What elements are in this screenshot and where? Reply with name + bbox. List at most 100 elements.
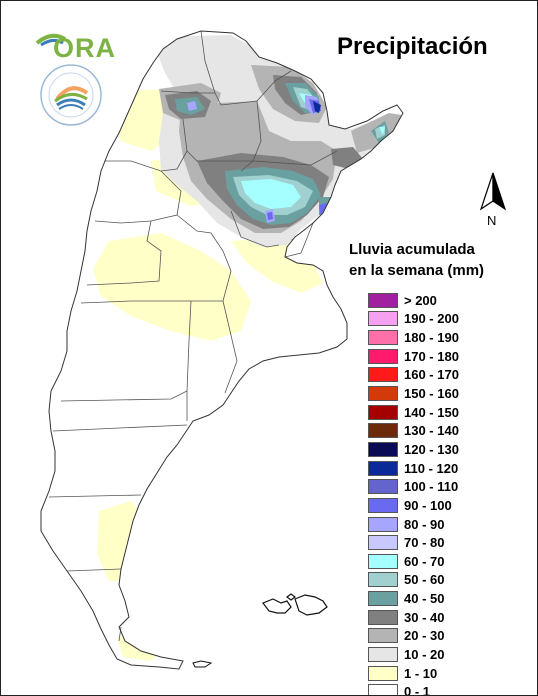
legend-item: 160 - 170 xyxy=(368,366,459,385)
legend-swatch xyxy=(368,646,398,662)
legend-item: 130 - 140 xyxy=(368,421,459,440)
precip-contour xyxy=(97,501,149,581)
legend-swatch xyxy=(368,665,398,681)
precip-contour xyxy=(93,233,251,341)
legend-item: 190 - 200 xyxy=(368,310,459,329)
malvinas-islands xyxy=(262,593,328,616)
precip-contour xyxy=(313,101,321,113)
legend-item: 170 - 180 xyxy=(368,347,459,366)
ora-logo-text: ORA xyxy=(53,33,116,63)
legend-item: 80 - 90 xyxy=(368,515,459,534)
legend-swatch xyxy=(368,535,398,551)
province-boundary xyxy=(222,300,238,394)
legend-label: 140 - 150 xyxy=(404,404,459,420)
province-boundary xyxy=(86,220,162,286)
province-boundary xyxy=(118,626,122,642)
legend-item: 150 - 160 xyxy=(368,384,459,403)
legend-item: 140 - 150 xyxy=(368,403,459,422)
legend-title-line2: en la semana (mm) xyxy=(349,262,485,279)
legend-item: 10 - 20 xyxy=(368,645,459,664)
province-boundary xyxy=(66,568,122,572)
precip-contour xyxy=(267,212,273,220)
legend-item: 1 - 10 xyxy=(368,664,459,683)
smn-seal-icon xyxy=(40,64,102,126)
legend-label: 40 - 50 xyxy=(404,591,445,607)
legend-swatch xyxy=(368,684,398,695)
province-boundary xyxy=(200,30,222,106)
legend-title-line1: Lluvia acumulada xyxy=(349,241,475,258)
north-label: N xyxy=(487,213,497,228)
province-boundary xyxy=(176,214,232,272)
legend-item: 30 - 40 xyxy=(368,608,459,627)
province-boundary xyxy=(230,210,280,248)
legend-item: 110 - 120 xyxy=(368,459,459,478)
legend-label: 50 - 60 xyxy=(404,572,445,588)
legend-label: 130 - 140 xyxy=(404,423,459,439)
legend-swatch xyxy=(368,591,398,607)
legend-swatch xyxy=(368,460,398,476)
legend-swatch xyxy=(368,516,398,532)
legend-item: 50 - 60 xyxy=(368,571,459,590)
province-boundary xyxy=(220,70,292,106)
map-title: Precipitación xyxy=(337,33,488,60)
legend-label: 1 - 10 xyxy=(404,665,438,681)
legend-label: 120 - 130 xyxy=(404,441,459,457)
province-boundary xyxy=(240,100,262,172)
legend-label: 190 - 200 xyxy=(404,311,459,327)
precip-contour xyxy=(241,179,301,209)
legend-label: 150 - 160 xyxy=(404,386,459,402)
legend-item: > 200 xyxy=(368,291,459,310)
legend-swatch xyxy=(368,404,398,420)
legend-label: 80 - 90 xyxy=(404,516,445,532)
province-boundary xyxy=(284,222,314,258)
legend-item: 70 - 80 xyxy=(368,533,459,552)
legend-swatch xyxy=(368,423,398,439)
province-boundary xyxy=(160,90,215,94)
legend-title: Lluvia acumulada en la semana (mm) xyxy=(349,239,534,281)
legend-swatch xyxy=(368,572,398,588)
legend-label: 160 - 170 xyxy=(404,367,459,383)
legend-swatch xyxy=(368,292,398,308)
legend-label: 10 - 20 xyxy=(404,646,445,662)
legend-label: 90 - 100 xyxy=(404,497,452,513)
precip-contour xyxy=(379,127,385,135)
precipitation-layer xyxy=(93,35,401,661)
legend-item: 120 - 130 xyxy=(368,440,459,459)
legend-item: 0 - 1 xyxy=(368,682,459,696)
province-boundary xyxy=(48,494,142,498)
legend-label: 20 - 30 xyxy=(404,628,445,644)
legend-item: 60 - 70 xyxy=(368,552,459,571)
legend-label: 100 - 110 xyxy=(404,479,459,495)
province-boundary xyxy=(241,150,338,166)
province-boundaries xyxy=(48,30,338,642)
north-arrow-icon xyxy=(479,172,507,211)
legend-swatch xyxy=(368,348,398,364)
legend-label: > 200 xyxy=(404,292,437,308)
legend-label: 180 - 190 xyxy=(404,330,459,346)
province-boundary xyxy=(94,170,182,224)
legend-label: 0 - 1 xyxy=(404,684,431,696)
legend-label: 70 - 80 xyxy=(404,535,445,551)
legend-swatch xyxy=(368,553,398,569)
legend-label: 30 - 40 xyxy=(404,609,445,625)
legend-label: 170 - 180 xyxy=(404,348,459,364)
legend-swatch xyxy=(368,367,398,383)
precip-contour xyxy=(187,101,197,111)
legend-swatch xyxy=(368,628,398,644)
legend-label: 110 - 120 xyxy=(404,460,459,476)
legend-swatch xyxy=(368,609,398,625)
isla-de-los-estados xyxy=(192,660,213,668)
legend-label: 60 - 70 xyxy=(404,553,445,569)
ora-logo xyxy=(35,33,66,47)
province-boundary xyxy=(52,424,188,432)
legend-swatch xyxy=(368,479,398,495)
province-boundary xyxy=(182,118,241,162)
argentina-outline xyxy=(40,30,404,670)
legend-item: 180 - 190 xyxy=(368,328,459,347)
legend: > 200 190 - 200 180 - 190 170 - 180 160 - 17… xyxy=(368,291,459,696)
legend-item: 20 - 30 xyxy=(368,627,459,646)
legend-swatch xyxy=(368,330,398,346)
legend-item: 40 - 50 xyxy=(368,589,459,608)
legend-item: 100 - 110 xyxy=(368,477,459,496)
